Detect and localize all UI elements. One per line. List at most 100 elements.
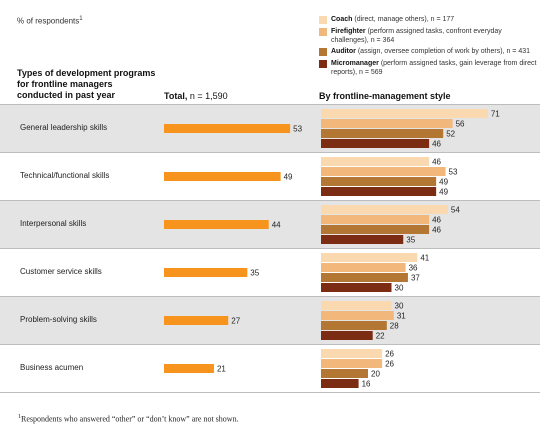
legend-name-micromanager: Micromanager: [331, 60, 379, 67]
row-separator: [0, 152, 540, 153]
value-label-micromanager: 35: [406, 236, 415, 245]
bar-firefighter: [321, 119, 453, 128]
bar-coach: [321, 157, 430, 166]
footnote-mark: 1: [18, 414, 21, 420]
value-label-coach: 46: [432, 158, 441, 167]
category-label: Problem-solving skills: [20, 315, 97, 324]
bar-micromanager: [321, 139, 430, 148]
bar-coach: [321, 301, 392, 310]
value-label-micromanager: 46: [432, 140, 441, 149]
row-band: [0, 200, 540, 248]
bar-micromanager: [321, 283, 392, 292]
value-label-firefighter: 31: [397, 312, 406, 321]
value-label-micromanager: 30: [395, 284, 404, 293]
value-label-firefighter: 56: [456, 120, 465, 129]
footnote-text: Respondents who answered “other” or “don…: [21, 414, 239, 424]
bar-firefighter: [321, 311, 394, 320]
total-bar: [164, 316, 229, 325]
value-label-coach: 41: [420, 254, 429, 263]
legend-name-firefighter: Firefighter: [331, 28, 366, 35]
legend-desc-coach: (direct, manage others), n = 177: [354, 16, 455, 23]
bar-micromanager: [321, 331, 373, 340]
bar-coach: [321, 349, 383, 358]
row-separator: [0, 104, 540, 105]
value-label-micromanager: 22: [376, 332, 385, 341]
legend-swatch-coach: [319, 16, 327, 24]
value-label-micromanager: 49: [439, 188, 448, 197]
total-value-label: 44: [272, 221, 281, 230]
total-header-label: Total,: [164, 91, 188, 101]
row-separator: [0, 200, 540, 201]
value-label-coach: 26: [385, 350, 394, 359]
legend-name-coach: Coach: [331, 16, 353, 23]
row-separator: [0, 344, 540, 345]
bar-auditor: [321, 177, 437, 186]
category-label: General leadership skills: [20, 123, 108, 132]
bar-coach: [321, 205, 448, 214]
legend-name-auditor: Auditor: [331, 48, 356, 55]
bar-coach: [321, 253, 418, 262]
bar-auditor: [321, 369, 368, 378]
total-bar: [164, 220, 269, 229]
total-value-label: 27: [231, 317, 240, 326]
total-value-label: 35: [250, 269, 259, 278]
total-bar: [164, 124, 291, 133]
legend-desc-micromanager: (perform assigned tasks, gain leverage f…: [331, 60, 537, 76]
bar-auditor: [321, 321, 387, 330]
bar-firefighter: [321, 263, 406, 272]
total-bar: [164, 364, 214, 373]
bar-auditor: [321, 225, 430, 234]
row-band: [0, 296, 540, 344]
value-label-coach: 54: [451, 206, 460, 215]
bar-micromanager: [321, 235, 404, 244]
bar-firefighter: [321, 359, 383, 368]
bar-firefighter: [321, 167, 446, 176]
value-label-coach: 30: [395, 302, 404, 311]
value-label-coach: 71: [491, 110, 500, 119]
total-bar: [164, 268, 248, 277]
footnote: 1Respondents who answered “other” or “do…: [18, 414, 239, 424]
legend-desc-auditor: (assign, oversee completion of work by o…: [357, 48, 531, 55]
total-bar: [164, 172, 281, 181]
bar-micromanager: [321, 379, 359, 388]
category-label: Interpersonal skills: [20, 219, 87, 228]
legend-desc-firefighter: (perform assigned tasks, confront everyd…: [331, 28, 502, 44]
bar-firefighter: [321, 215, 430, 224]
legend-swatch-auditor: [319, 48, 327, 56]
total-value-label: 49: [284, 173, 293, 182]
value-label-firefighter: 26: [385, 360, 394, 369]
category-label: Business acumen: [20, 363, 84, 372]
bar-auditor: [321, 273, 408, 282]
value-label-firefighter: 46: [432, 216, 441, 225]
unit-footnote-mark: 1: [79, 16, 83, 22]
total-header-n: n = 1,590: [189, 91, 228, 101]
row-separator: [0, 248, 540, 249]
value-label-firefighter: 36: [409, 264, 418, 273]
bar-micromanager: [321, 187, 437, 196]
row-separator: [0, 296, 540, 297]
value-label-auditor: 46: [432, 226, 441, 235]
value-label-auditor: 49: [439, 178, 448, 187]
value-label-auditor: 52: [446, 130, 455, 139]
legend-swatch-firefighter: [319, 28, 327, 36]
category-header: Types of development programs for frontl…: [17, 68, 156, 100]
category-label: Customer service skills: [20, 267, 102, 276]
style-header: By frontline-management style: [319, 91, 451, 101]
unit-label-text: % of respondents: [17, 16, 80, 26]
unit-label: % of respondents1: [17, 16, 83, 26]
value-label-micromanager: 16: [362, 380, 371, 389]
total-value-label: 21: [217, 365, 226, 374]
value-label-firefighter: 53: [449, 168, 458, 177]
value-label-auditor: 37: [411, 274, 420, 283]
total-value-label: 53: [293, 125, 302, 134]
value-label-auditor: 20: [371, 370, 380, 379]
bar-auditor: [321, 129, 444, 138]
bar-coach: [321, 109, 488, 118]
value-label-auditor: 28: [390, 322, 399, 331]
total-header: Total, n = 1,590: [164, 91, 228, 101]
legend-swatch-micromanager: [319, 60, 327, 68]
category-label: Technical/functional skills: [20, 171, 110, 180]
row-separator: [0, 392, 540, 393]
